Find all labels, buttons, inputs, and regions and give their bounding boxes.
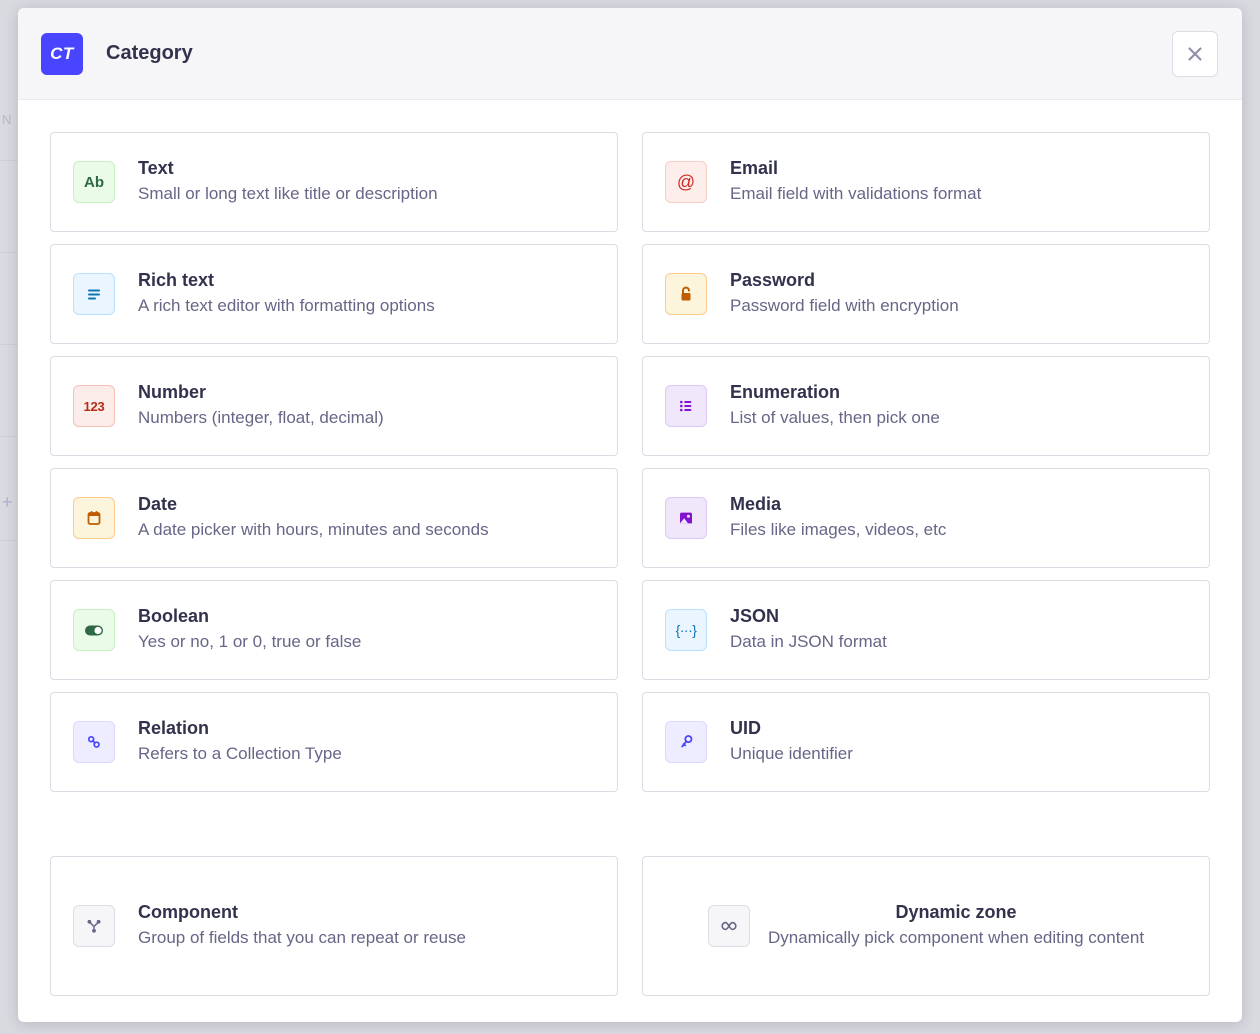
backdrop-ghost-divider xyxy=(0,436,20,437)
card-description: A date picker with hours, minutes and se… xyxy=(138,520,489,540)
card-text: JSON Data in JSON format xyxy=(730,605,887,655)
field-type-card-password[interactable]: Password Password field with encryption xyxy=(642,244,1210,344)
card-title: UID xyxy=(730,717,761,738)
card-text: Text Small or long text like title or de… xyxy=(138,157,438,207)
card-text: Date A date picker with hours, minutes a… xyxy=(138,493,489,543)
backdrop-ghost-divider xyxy=(0,160,20,161)
field-type-card-boolean[interactable]: Boolean Yes or no, 1 or 0, true or false xyxy=(50,580,618,680)
date-calendar-icon xyxy=(73,497,115,539)
number-123-icon: 123 xyxy=(73,385,115,427)
backdrop-ghost-divider xyxy=(0,540,20,541)
card-title: Boolean xyxy=(138,605,210,626)
boolean-toggle-icon xyxy=(73,609,115,651)
card-description: Email field with validations format xyxy=(730,184,982,204)
card-title: Component xyxy=(138,901,238,922)
card-title: Relation xyxy=(138,717,210,738)
field-type-card-relation[interactable]: Relation Refers to a Collection Type xyxy=(50,692,618,792)
card-title: Email xyxy=(730,157,779,178)
card-title: Dynamic zone xyxy=(895,901,1017,922)
card-text: Media Files like images, videos, etc xyxy=(730,493,946,543)
field-type-card-number[interactable]: 123 Number Numbers (integer, float, deci… xyxy=(50,356,618,456)
field-type-grid: Ab Text Small or long text like title or… xyxy=(50,132,1210,792)
modal-body: Ab Text Small or long text like title or… xyxy=(18,100,1242,1022)
card-title: Text xyxy=(138,157,174,178)
card-description: Dynamically pick component when editing … xyxy=(767,928,1145,948)
backdrop-ghost-plus: + xyxy=(2,492,13,512)
card-description: Unique identifier xyxy=(730,744,853,764)
card-text: Email Email field with validations forma… xyxy=(730,157,981,207)
backdrop-ghost-divider xyxy=(0,252,20,253)
password-lock-icon xyxy=(665,273,707,315)
field-type-card-enumeration[interactable]: Enumeration List of values, then pick on… xyxy=(642,356,1210,456)
field-type-card-dynamic-zone[interactable]: Dynamic zone Dynamically pick component … xyxy=(642,856,1210,996)
collection-type-badge: CT xyxy=(41,32,83,75)
card-description: A rich text editor with formatting optio… xyxy=(138,296,435,316)
field-type-card-json[interactable]: {···} JSON Data in JSON format xyxy=(642,580,1210,680)
card-title: Media xyxy=(730,493,782,514)
field-type-card-media[interactable]: Media Files like images, videos, etc xyxy=(642,468,1210,568)
field-type-card-text[interactable]: Ab Text Small or long text like title or… xyxy=(50,132,618,232)
json-braces-icon: {···} xyxy=(665,609,707,651)
card-description: Small or long text like title or descrip… xyxy=(138,184,438,204)
media-image-icon xyxy=(665,497,707,539)
advanced-type-grid: Component Group of fields that you can r… xyxy=(50,856,1210,996)
text-ab-icon: Ab xyxy=(73,161,115,203)
card-text: Dynamic zone Dynamically pick component … xyxy=(768,901,1144,951)
relation-link-icon xyxy=(73,721,115,763)
card-description: Refers to a Collection Type xyxy=(138,744,342,764)
card-text: Component Group of fields that you can r… xyxy=(138,901,466,951)
card-title: Date xyxy=(138,493,178,514)
email-at-icon: @ xyxy=(665,161,707,203)
card-description: List of values, then pick one xyxy=(730,408,940,428)
card-text: Password Password field with encryption xyxy=(730,269,959,319)
field-type-card-uid[interactable]: UID Unique identifier xyxy=(642,692,1210,792)
uid-key-icon xyxy=(665,721,707,763)
card-text: UID Unique identifier xyxy=(730,717,853,767)
page-title: Category xyxy=(106,42,193,64)
card-description: Yes or no, 1 or 0, true or false xyxy=(138,632,362,652)
card-text: Number Numbers (integer, float, decimal) xyxy=(138,381,384,431)
card-description: Files like images, videos, etc xyxy=(730,520,947,540)
card-text: Enumeration List of values, then pick on… xyxy=(730,381,940,431)
close-button[interactable] xyxy=(1172,30,1218,77)
card-title: Number xyxy=(138,381,207,402)
backdrop-ghost-text: N xyxy=(2,112,12,127)
close-icon xyxy=(1185,44,1205,64)
card-text: Rich text A rich text editor with format… xyxy=(138,269,435,319)
card-title: Enumeration xyxy=(730,381,841,402)
card-text: Boolean Yes or no, 1 or 0, true or false xyxy=(138,605,361,655)
dynamic-zone-infinity-icon xyxy=(707,905,750,947)
card-title: JSON xyxy=(730,605,780,626)
rich-text-lines-icon xyxy=(73,273,115,315)
card-text: Relation Refers to a Collection Type xyxy=(138,717,342,767)
card-description: Password field with encryption xyxy=(730,296,959,316)
field-type-card-rich-text[interactable]: Rich text A rich text editor with format… xyxy=(50,244,618,344)
modal-header: CT Category xyxy=(18,8,1242,100)
enumeration-list-icon xyxy=(665,385,707,427)
component-branch-icon xyxy=(73,905,115,947)
card-title: Rich text xyxy=(138,269,215,290)
card-description: Group of fields that you can repeat or r… xyxy=(138,928,466,948)
card-title: Password xyxy=(730,269,816,290)
card-description: Data in JSON format xyxy=(730,632,887,652)
field-type-card-email[interactable]: @ Email Email field with validations for… xyxy=(642,132,1210,232)
field-type-card-component[interactable]: Component Group of fields that you can r… xyxy=(50,856,618,996)
field-type-card-date[interactable]: Date A date picker with hours, minutes a… xyxy=(50,468,618,568)
card-description: Numbers (integer, float, decimal) xyxy=(138,408,384,428)
backdrop-ghost-divider xyxy=(0,344,20,345)
field-type-picker-modal: CT Category Ab Text Small or long text l… xyxy=(18,8,1242,1022)
